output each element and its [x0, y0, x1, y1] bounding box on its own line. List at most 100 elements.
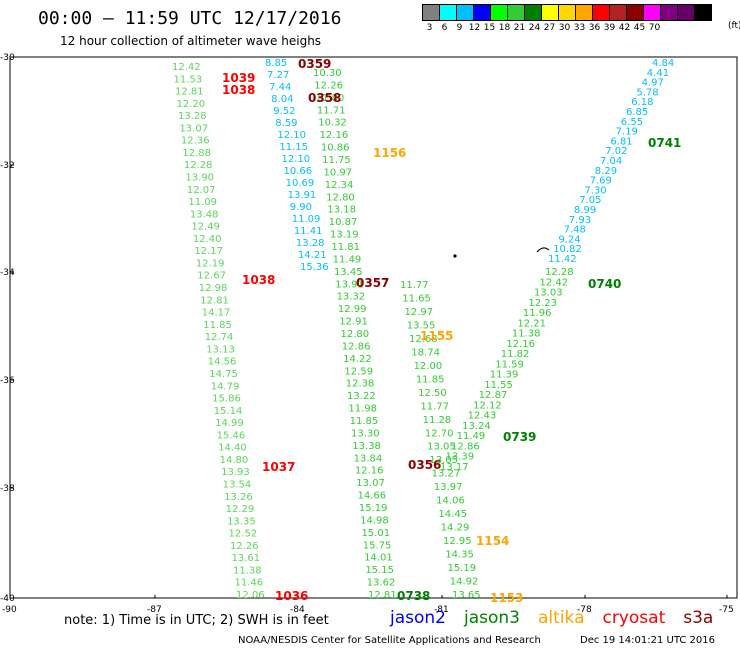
- track-value: 7.19: [616, 127, 638, 138]
- track-value: 13.13: [206, 344, 235, 355]
- track-value: 12.26: [230, 541, 259, 552]
- x-axis-label: -78: [577, 605, 592, 615]
- track-value: 13.91: [288, 190, 317, 201]
- track-value: 14.06: [436, 496, 465, 507]
- track-value: 12.16: [506, 339, 535, 350]
- time-label: 0738: [397, 589, 430, 603]
- island: [453, 254, 457, 258]
- track-value: 13.22: [347, 391, 376, 402]
- time-label: 0358: [308, 91, 341, 105]
- track-value: 11.80: [316, 93, 345, 104]
- track-value: 11.71: [317, 105, 346, 116]
- track-value: 15.15: [365, 565, 394, 576]
- time-label: 1037: [262, 460, 295, 474]
- track-value: 10.86: [321, 143, 350, 154]
- track-value: 12.42: [539, 277, 568, 288]
- track-value: 12.81: [200, 295, 229, 306]
- track-value: 9.90: [290, 202, 312, 213]
- track-value: 10.66: [284, 166, 313, 177]
- track-value: 12.98: [199, 283, 228, 294]
- track-value: 11.49: [333, 254, 362, 265]
- track-value: 12.40: [193, 234, 222, 245]
- track-value: 12.20: [176, 99, 205, 110]
- track-value: 12.52: [229, 529, 258, 540]
- track-value: 13.39: [446, 452, 475, 463]
- track-value: 15.36: [300, 262, 329, 273]
- track-value: 12.42: [172, 62, 201, 73]
- track-value: 14.99: [215, 418, 244, 429]
- track-value: 12.06: [236, 590, 265, 601]
- track-value: 14.98: [360, 515, 389, 526]
- track-value: 10.87: [329, 217, 358, 228]
- track-value: 7.04: [600, 156, 622, 167]
- track-value: 12.97: [405, 307, 434, 318]
- track-value: 12.80: [341, 329, 370, 340]
- track-value: 12.36: [181, 136, 210, 147]
- track-value: 10.97: [323, 167, 352, 178]
- track-value: 14.22: [343, 354, 372, 365]
- track-value: 13.97: [434, 482, 463, 493]
- track-value: 11.38: [233, 565, 262, 576]
- legend-swatch: [694, 4, 712, 21]
- x-axis-label: -81: [434, 605, 449, 615]
- track-value: 12.34: [325, 180, 354, 191]
- track-value: 11.85: [203, 320, 232, 331]
- legend-label: 30: [558, 23, 571, 33]
- track-value: 13.93: [221, 467, 250, 478]
- track-value: 12.81: [368, 590, 397, 601]
- satellite-legend: jason2 jason3 altika cryosat s3a: [390, 608, 713, 628]
- track-value: 10.82: [553, 244, 582, 255]
- satellite-label-jason3: jason3: [464, 608, 520, 628]
- track-value: 12.99: [338, 304, 367, 315]
- track-value: 6.81: [610, 136, 632, 147]
- legend-label: 70: [648, 23, 661, 33]
- time-label: 1153: [490, 591, 523, 605]
- legend-label: 33: [573, 23, 586, 33]
- x-axis-label: -90: [2, 605, 17, 615]
- track-value: 15.14: [214, 406, 243, 417]
- track-value: 12.38: [346, 379, 375, 390]
- legend-label: 6: [441, 23, 448, 33]
- track-value: 7.30: [584, 185, 606, 196]
- track-value: 13.61: [232, 553, 261, 564]
- track-value: 12.23: [528, 298, 557, 309]
- y-axis-label: -40: [0, 594, 15, 604]
- track-value: 8.29: [595, 166, 617, 177]
- track-value: 12.17: [194, 246, 223, 257]
- legend-label: 39: [603, 23, 616, 33]
- track-value: 11.28: [423, 415, 452, 426]
- track-value: 12.87: [479, 390, 508, 401]
- track-value: 12.70: [425, 428, 454, 439]
- track-value: 13.07: [179, 123, 208, 134]
- track-value: 12.10: [277, 130, 306, 141]
- track-value: 7.69: [590, 176, 612, 187]
- track-value: 14.40: [218, 443, 247, 454]
- track-value: 11.55: [484, 380, 513, 391]
- credit-text: NOAA/NESDIS Center for Satellite Applica…: [238, 635, 541, 646]
- track-value: 11.53: [173, 74, 202, 85]
- track-value: 13.28: [296, 238, 325, 249]
- track-value: 13.26: [224, 492, 253, 503]
- track-value: 6.18: [631, 97, 653, 108]
- track-value: 11.81: [331, 242, 360, 253]
- track-value: 11.38: [512, 329, 541, 340]
- track-value: 15.19: [447, 563, 476, 574]
- track-value: 15.46: [217, 430, 246, 441]
- time-label: 1039: [222, 71, 255, 85]
- track-value: 6.55: [621, 117, 643, 128]
- legend-label: 42: [618, 23, 631, 33]
- y-axis-label: -34: [0, 268, 15, 278]
- track-value: 11.39: [490, 370, 519, 381]
- track-value: 12.81: [175, 87, 204, 98]
- track-value: 15.01: [361, 528, 390, 539]
- track-value: 12.74: [205, 332, 234, 343]
- track-value: 12.19: [196, 258, 225, 269]
- track-value: 12.43: [468, 411, 497, 422]
- legend-label: 45: [633, 23, 646, 33]
- track-value: 13.65: [452, 590, 481, 601]
- x-axis-label: -75: [719, 605, 734, 615]
- y-axis-label: -36: [0, 376, 15, 386]
- track-value: 12.86: [342, 341, 371, 352]
- track-value: 7.05: [579, 195, 601, 206]
- legend-bar: [422, 4, 712, 21]
